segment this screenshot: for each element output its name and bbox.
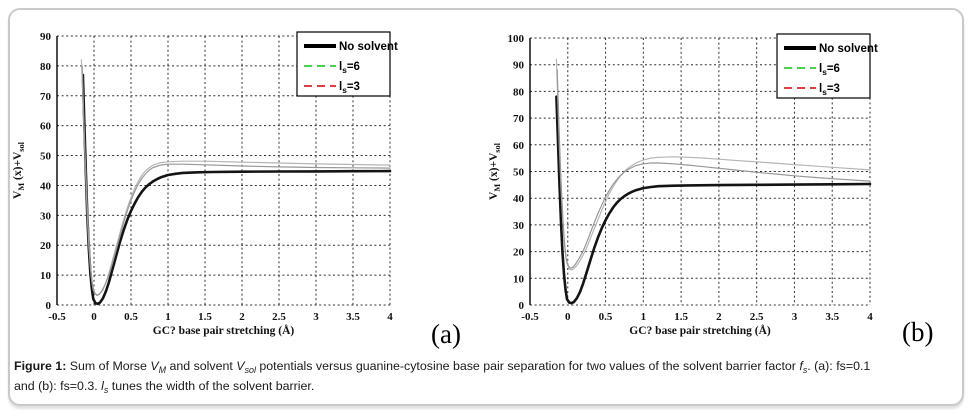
x-tick-label: 3 bbox=[313, 311, 319, 323]
y-tick-label: 50 bbox=[40, 151, 52, 163]
y-tick-label: 0 bbox=[46, 300, 52, 312]
y-tick-label: 30 bbox=[513, 220, 525, 232]
legend-box bbox=[776, 33, 871, 99]
y-axis-label: VM (x)+Vsol bbox=[488, 142, 502, 200]
y-tick-label: 100 bbox=[508, 33, 525, 45]
y-tick-label: 10 bbox=[513, 273, 525, 285]
x-tick-label: 3.5 bbox=[346, 311, 360, 323]
panel-label-b: (b) bbox=[902, 317, 934, 347]
y-tick-label: 20 bbox=[40, 240, 52, 252]
y-tick-label: 60 bbox=[513, 140, 525, 152]
chart-a: -0.5 0 0.5 1 1.5 2 2.5 3 3.5 40102030405060708090… bbox=[12, 31, 398, 337]
x-tick-label: 2 bbox=[716, 311, 722, 323]
y-tick-label: 60 bbox=[40, 121, 52, 133]
legend-entry-label: ls=3 bbox=[819, 83, 840, 97]
x-tick-label: 3.5 bbox=[825, 311, 839, 323]
y-tick-label: 30 bbox=[40, 210, 52, 222]
legend-entry-label: ls=6 bbox=[819, 63, 840, 77]
series-ls-3 bbox=[556, 69, 871, 269]
series-ls-3 bbox=[81, 65, 391, 296]
y-tick-label: 70 bbox=[40, 91, 52, 103]
x-tick-label: 1.5 bbox=[674, 311, 688, 323]
y-tick-label: 0 bbox=[519, 300, 525, 312]
x-tick-label: 0 bbox=[91, 311, 97, 323]
x-tick-label: 0.5 bbox=[599, 311, 613, 323]
y-tick-label: 80 bbox=[513, 86, 525, 98]
x-tick-label: 2.5 bbox=[272, 311, 286, 323]
x-tick-label: -0.5 bbox=[521, 311, 539, 323]
x-axis-label: GC? base pair stretching (Å) bbox=[629, 323, 771, 337]
series-no-solvent bbox=[555, 95, 872, 305]
x-tick-label: 2.5 bbox=[750, 311, 764, 323]
legend-box bbox=[296, 31, 391, 97]
x-tick-label: -0.5 bbox=[48, 311, 66, 323]
y-tick-label: 70 bbox=[513, 113, 525, 125]
y-tick-label: 40 bbox=[513, 193, 525, 205]
y-tick-label: 90 bbox=[513, 60, 525, 72]
y-tick-label: 80 bbox=[40, 61, 52, 73]
caption-line-2: and (b): fs=0.3. ls tunes the width of t… bbox=[14, 378, 315, 395]
series-no-solvent bbox=[81, 73, 392, 306]
legend-entry-label: ls=3 bbox=[339, 81, 360, 95]
y-tick-label: 10 bbox=[40, 270, 52, 282]
y-tick-label: 90 bbox=[40, 31, 52, 43]
figure-caption: Figure 1: Sum of Morse VM and solvent Vs… bbox=[14, 359, 962, 398]
legend-entry-label: ls=6 bbox=[339, 61, 360, 75]
x-tick-label: 0.5 bbox=[124, 311, 138, 323]
y-axis-label: VM (x)+Vsol bbox=[12, 141, 26, 199]
y-tick-label: 50 bbox=[513, 167, 525, 179]
legend-entry-label: No solvent bbox=[339, 41, 398, 53]
x-tick-label: 3 bbox=[792, 311, 798, 323]
x-tick-label: 1.5 bbox=[198, 311, 212, 323]
x-axis-label: GC? base pair stretching (Å) bbox=[153, 323, 295, 337]
legend-entry-label: No solvent bbox=[819, 43, 878, 55]
x-tick-label: 4 bbox=[387, 311, 393, 323]
chart-b: -0.5 0 0.5 1 1.5 2 2.5 3 3.5 40102030405060708090… bbox=[488, 33, 878, 337]
panel-label-a: (a) bbox=[431, 319, 461, 349]
y-tick-label: 40 bbox=[40, 180, 52, 192]
y-tick-label: 20 bbox=[513, 247, 525, 259]
x-tick-label: 0 bbox=[565, 311, 571, 323]
caption-line-1: Figure 1: Sum of Morse VM and solvent Vs… bbox=[14, 359, 871, 376]
x-tick-label: 4 bbox=[867, 311, 873, 323]
x-tick-label: 1 bbox=[165, 311, 171, 323]
x-tick-label: 2 bbox=[239, 311, 245, 323]
x-tick-label: 1 bbox=[641, 311, 647, 323]
